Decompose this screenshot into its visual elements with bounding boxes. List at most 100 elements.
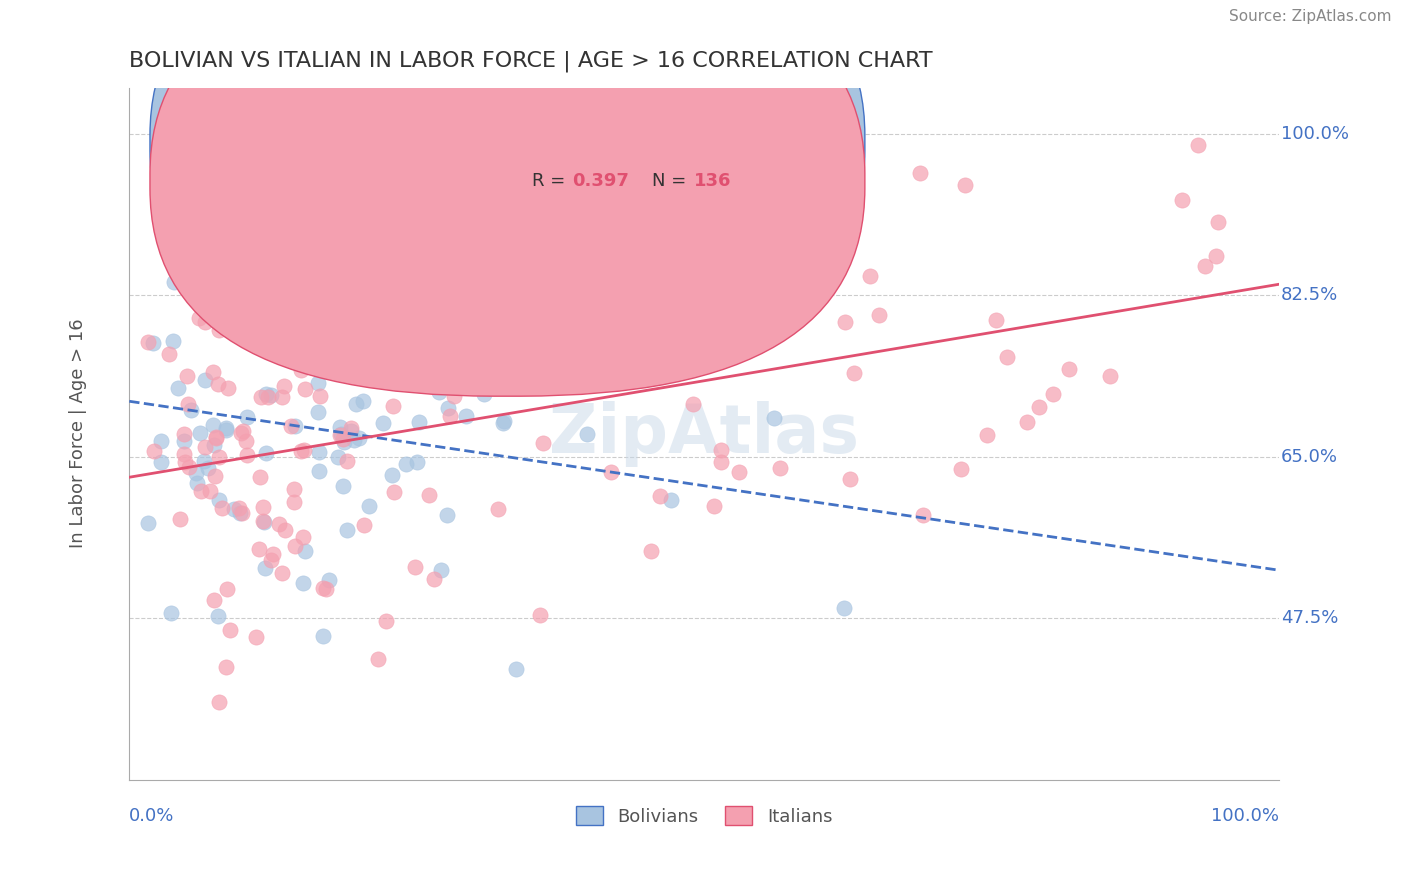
Point (245, 227, 267, 242)
Point (190, 483, 212, 498)
Point (340, 420, 363, 434)
Point (143, 444, 166, 458)
Point (339, 424, 361, 438)
Point (194, 440, 217, 454)
Point (194, 373, 217, 387)
Point (292, 443, 315, 458)
Text: 82.5%: 82.5% (1281, 286, 1339, 304)
Point (349, 310, 371, 325)
Point (344, 397, 367, 411)
Text: 136: 136 (693, 172, 731, 190)
Point (177, 397, 200, 411)
Point (467, 330, 489, 344)
Point (371, 416, 394, 430)
Point (193, 453, 215, 467)
Text: R =: R = (531, 134, 571, 152)
Point (160, 606, 183, 620)
Point (186, 475, 208, 490)
Point (207, 376, 229, 391)
Point (284, 419, 307, 434)
Point (472, 387, 495, 401)
Point (682, 396, 704, 410)
Point (215, 423, 238, 437)
Point (292, 576, 315, 591)
Point (314, 318, 336, 333)
Point (659, 493, 682, 508)
Point (834, 315, 856, 329)
Text: N =: N = (652, 172, 692, 190)
Text: 47.5%: 47.5% (1281, 609, 1339, 627)
Point (697, 286, 720, 301)
FancyBboxPatch shape (150, 0, 865, 358)
Point (236, 409, 259, 424)
Point (283, 482, 305, 496)
Point (202, 365, 225, 379)
Point (420, 369, 443, 384)
Point (868, 308, 890, 322)
Point (439, 409, 461, 424)
Point (276, 336, 298, 351)
Point (254, 386, 277, 401)
Point (184, 466, 207, 480)
Text: R =: R = (531, 172, 571, 190)
Point (842, 366, 865, 380)
Point (600, 465, 623, 479)
Point (357, 318, 380, 333)
Point (250, 390, 273, 404)
Point (353, 518, 375, 533)
Point (290, 362, 312, 376)
Point (655, 364, 678, 378)
Point (236, 449, 259, 463)
Point (342, 334, 364, 348)
Point (280, 296, 302, 310)
Point (1057, 361, 1080, 376)
Point (309, 389, 332, 403)
Point (391, 293, 413, 307)
Point (294, 382, 316, 396)
Point (710, 442, 733, 457)
Point (173, 434, 195, 448)
Point (307, 376, 329, 390)
Point (1028, 400, 1050, 414)
Point (264, 336, 287, 351)
Point (142, 336, 165, 351)
Point (194, 315, 217, 329)
Point (162, 334, 184, 348)
Point (235, 434, 257, 448)
Point (215, 421, 238, 435)
Point (491, 416, 513, 430)
Point (650, 489, 672, 503)
Point (136, 516, 159, 530)
Point (394, 457, 416, 471)
Point (637, 244, 659, 259)
Text: Source: ZipAtlas.com: Source: ZipAtlas.com (1229, 9, 1392, 24)
Point (208, 450, 231, 464)
Text: 100.0%: 100.0% (1281, 125, 1348, 143)
Point (371, 256, 394, 270)
Point (838, 472, 860, 486)
Point (352, 326, 374, 340)
Point (252, 500, 274, 514)
Point (207, 695, 229, 709)
Point (273, 379, 295, 393)
Point (232, 424, 254, 438)
Text: -0.133: -0.133 (572, 134, 636, 152)
Point (208, 323, 231, 337)
Point (436, 508, 458, 522)
Point (703, 499, 725, 513)
Text: 0.0%: 0.0% (129, 807, 174, 825)
Point (468, 268, 491, 283)
Point (361, 302, 384, 317)
Point (228, 501, 250, 516)
Point (307, 404, 329, 418)
Point (443, 389, 465, 403)
Point (157, 347, 180, 361)
Point (207, 608, 229, 623)
Point (1017, 415, 1039, 429)
Point (150, 455, 173, 469)
Point (247, 541, 270, 556)
Point (768, 461, 790, 475)
Point (382, 484, 405, 499)
Point (188, 426, 211, 441)
Point (173, 455, 195, 469)
